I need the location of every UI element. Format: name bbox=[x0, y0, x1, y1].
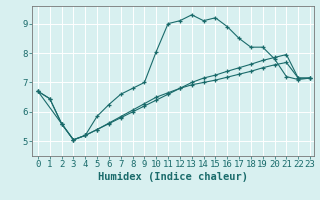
X-axis label: Humidex (Indice chaleur): Humidex (Indice chaleur) bbox=[98, 172, 248, 182]
